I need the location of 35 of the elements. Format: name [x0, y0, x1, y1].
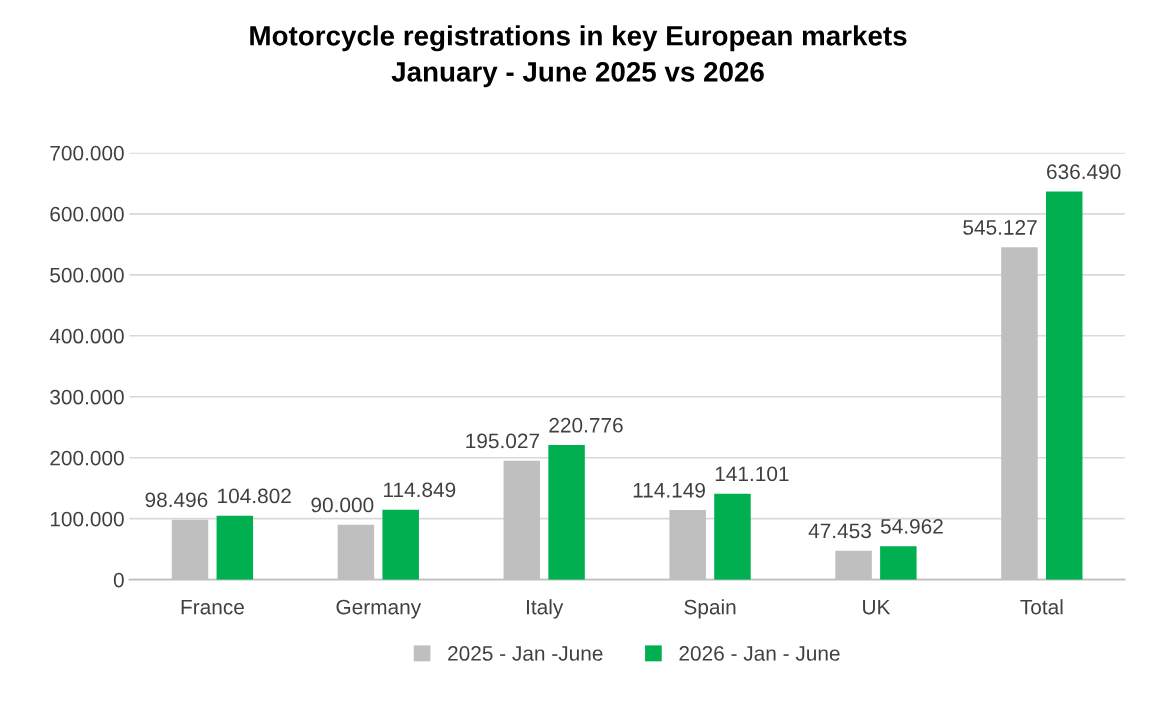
- data-label: 104.802: [218, 488, 291, 504]
- x-tick-label: Spain: [684, 599, 736, 619]
- x-tick-label: Italy: [527, 599, 564, 619]
- data-label: 220.776: [549, 417, 623, 433]
- data-label: 114.849: [384, 482, 456, 498]
- data-label: 90.000: [311, 497, 374, 513]
- legend-label: 2025 - Jan -June: [448, 646, 603, 661]
- bar: [216, 515, 254, 580]
- x-tick-label: Germany: [336, 599, 422, 619]
- data-label: 636.490: [1047, 164, 1121, 180]
- x-tick-label: Total: [1020, 599, 1063, 615]
- data-label: 114.149: [633, 482, 705, 498]
- x-tick-label: France: [181, 599, 244, 615]
- chart-title: Motorcycle registrations in key European markets January - June 2025 vs 2026: [250, 25, 907, 88]
- y-tick-label: 0: [113, 572, 124, 588]
- x-tick-label: UK: [863, 599, 891, 615]
- y-tick-label: 500.000: [50, 267, 124, 283]
- y-tick-label: 200.000: [50, 450, 124, 466]
- bar: [880, 546, 917, 580]
- bar: [1045, 191, 1083, 580]
- y-tick-label: 400.000: [49, 328, 124, 344]
- data-label: 54.962: [880, 518, 943, 534]
- legend-label: 2026 - Jan - June: [679, 646, 840, 661]
- bar: [382, 509, 419, 580]
- data-label: 545.127: [963, 220, 1037, 235]
- y-tick-label: 600.000: [50, 206, 124, 222]
- y-tick-label: 300.000: [50, 389, 124, 405]
- data-label: 141.101: [715, 466, 789, 482]
- bar: [714, 493, 751, 580]
- data-label: 47.453: [808, 523, 871, 539]
- data-label: 98.496: [145, 492, 208, 508]
- y-tick-label: 700.000: [50, 145, 124, 161]
- bar: [548, 445, 585, 580]
- y-tick-label: 100.000: [50, 511, 124, 527]
- data-label: 195.027: [466, 433, 539, 449]
